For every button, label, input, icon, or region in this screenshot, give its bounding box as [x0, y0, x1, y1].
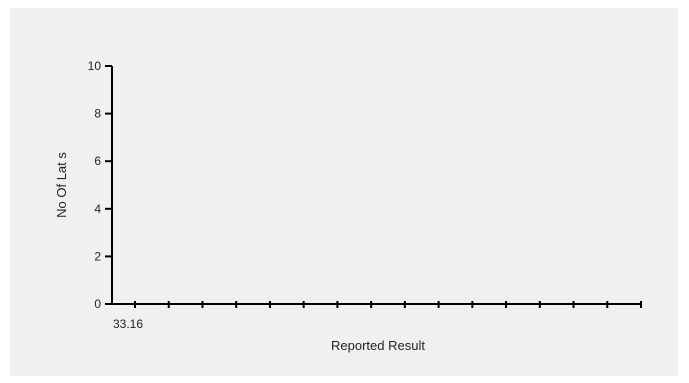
y-tick-label: 0: [94, 297, 101, 311]
y-axis-title: No Of Lat s: [54, 152, 69, 218]
x-axis-tick-labels: 33.16: [113, 317, 143, 331]
x-tick-label: 33.16: [113, 317, 143, 331]
y-axis-ticks: 0 2 4 6 8 10: [88, 59, 112, 311]
y-tick-label: 2: [94, 249, 101, 263]
chart-panel: [10, 8, 678, 376]
y-tick-label: 10: [88, 59, 102, 73]
y-tick-label: 6: [94, 154, 101, 168]
y-tick-label: 4: [94, 202, 101, 216]
y-tick-label: 8: [94, 107, 101, 121]
x-axis-title: Reported Result: [331, 338, 425, 353]
